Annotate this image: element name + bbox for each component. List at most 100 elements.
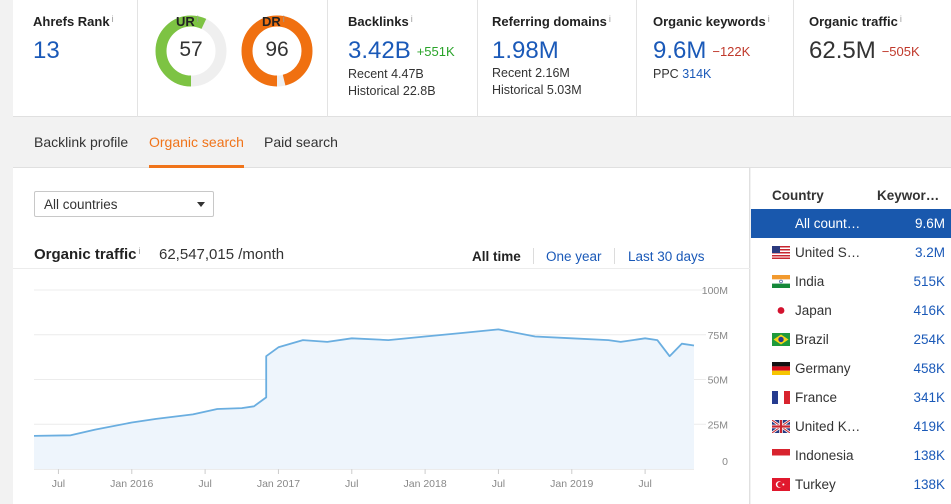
country-name: United S… — [795, 245, 861, 260]
organic-keywords-value[interactable]: 9.6M — [653, 37, 707, 64]
referring-domains-recent: Recent 2.16M — [492, 66, 570, 80]
metric-backlinks: Backlinks i 3.42B +551K Recent 4.47B Histo… — [328, 0, 478, 117]
organic-traffic-label: Organic traffic i — [809, 14, 902, 29]
country-name: Turkey — [795, 477, 836, 492]
country-keywords-value[interactable]: 515K — [913, 274, 945, 289]
country-name: Japan — [795, 303, 832, 318]
info-icon[interactable]: i — [899, 14, 902, 24]
us-flag-icon — [772, 246, 790, 259]
organic-keywords-value-row: 9.6M −122K — [653, 37, 793, 66]
country-keywords-value[interactable]: 138K — [913, 448, 945, 463]
traffic-chart[interactable]: 100M 75M 50M 25M 0 Jul Jan 2016 Jul Jan 2017 Jul J… — [13, 268, 750, 504]
country-keywords-value[interactable]: 138K — [913, 477, 945, 492]
country-keywords-value[interactable]: 458K — [913, 361, 945, 376]
country-name: France — [795, 390, 838, 405]
range-one-year[interactable]: One year — [546, 249, 602, 264]
country-select-value: All countries — [44, 197, 118, 212]
ppc-row: PPC 314K — [653, 66, 793, 83]
country-table: Country Keywor… All count… 9.6M United S… 3… — [751, 168, 951, 504]
organic-keywords-label: Organic keywords i — [653, 14, 770, 29]
country-keywords-value[interactable]: 341K — [913, 390, 945, 405]
chart-total: 62,547,015 /month — [159, 246, 285, 263]
x-tick-label: Jan 2019 — [550, 478, 593, 490]
x-tick-label: Jul — [52, 478, 65, 490]
range-divider — [533, 248, 534, 264]
y-tick-label: 0 — [722, 456, 728, 468]
country-row[interactable]: United K… 419K — [751, 412, 951, 441]
info-icon[interactable]: i — [608, 14, 611, 24]
organic-traffic-panel: All countries Organic traffic i 62,547,01… — [13, 168, 750, 504]
backlinks-value[interactable]: 3.42B — [348, 37, 411, 64]
tab-organic-search[interactable]: Organic search — [149, 134, 244, 150]
country-keywords-value[interactable]: 416K — [913, 303, 945, 318]
country-name: Brazil — [795, 332, 829, 347]
organic-traffic-delta: −505K — [881, 43, 920, 59]
metric-referring-domains: Referring domains i 1.98M Recent 2.16M Hi… — [478, 0, 637, 117]
country-name: Germany — [795, 361, 851, 376]
y-tick-label: 50M — [708, 375, 728, 387]
range-last-30-days[interactable]: Last 30 days — [628, 249, 705, 264]
organic-traffic-value-row: 62.5M −505K — [809, 37, 951, 66]
x-tick-label: Jan 2018 — [404, 478, 447, 490]
keywords-column-header[interactable]: Keywor… — [877, 188, 940, 203]
country-row[interactable]: Germany 458K — [751, 354, 951, 383]
tab-backlink-profile[interactable]: Backlink profile — [34, 134, 129, 150]
country-row[interactable]: All count… 9.6M — [751, 209, 951, 238]
info-icon[interactable]: i — [138, 246, 141, 256]
country-row[interactable]: Japan 416K — [751, 296, 951, 325]
country-row[interactable]: United S… 3.2M — [751, 238, 951, 267]
x-tick-label: Jul — [492, 478, 505, 490]
country-row[interactable]: Brazil 254K — [751, 325, 951, 354]
caret-down-icon — [197, 202, 205, 207]
country-name: Indonesia — [795, 448, 854, 463]
country-row[interactable]: Indonesia 138K — [751, 441, 951, 470]
info-icon[interactable]: i — [196, 14, 199, 24]
range-all-time[interactable]: All time — [472, 249, 521, 264]
ahrefs-rank-value[interactable]: 13 — [33, 37, 60, 64]
organic-traffic-label-text: Organic traffic — [809, 14, 898, 29]
uk-flag-icon — [771, 418, 791, 435]
organic-traffic-value: 62.5M — [809, 37, 876, 64]
backlinks-historical: Historical 22.8B — [348, 83, 436, 98]
country-select[interactable]: All countries — [34, 191, 214, 217]
referring-domains-value[interactable]: 1.98M — [492, 37, 559, 64]
country-keywords-value[interactable]: 3.2M — [914, 245, 945, 260]
ahrefs-rank-label-text: Ahrefs Rank — [33, 14, 110, 29]
country-column-header[interactable]: Country — [772, 188, 824, 203]
report-tabs: Backlink profile Organic search Paid sea… — [13, 117, 951, 168]
metric-gauges: UR i 57 DR i 96 — [138, 0, 328, 117]
organic-keywords-delta[interactable]: −122K — [712, 43, 751, 59]
metric-organic-keywords: Organic keywords i 9.6M −122K PPC 314K — [637, 0, 794, 117]
tab-paid-search[interactable]: Paid search — [264, 134, 338, 150]
ur-value: 57 — [179, 38, 203, 61]
country-name: India — [795, 274, 825, 289]
info-icon[interactable]: i — [410, 14, 413, 24]
country-row[interactable]: Turkey 138K — [751, 470, 951, 499]
india-flag-icon — [772, 275, 790, 288]
country-keywords-value[interactable]: 419K — [913, 419, 945, 434]
traffic-line[interactable] — [33, 328, 695, 437]
turkey-flag-icon — [772, 478, 790, 491]
backlinks-delta[interactable]: +551K — [416, 43, 455, 59]
ahrefs-rank-label: Ahrefs Rank i — [33, 14, 114, 29]
x-tick-label: Jul — [198, 478, 211, 490]
metrics-strip: Ahrefs Rank i 13 UR i 57 DR i 96 Backlinks i… — [13, 0, 951, 117]
country-row[interactable]: France 341K — [751, 383, 951, 412]
ppc-value[interactable]: 314K — [682, 66, 712, 81]
country-row[interactable]: India 515K — [751, 267, 951, 296]
country-keywords-value[interactable]: 9.6M — [914, 216, 945, 231]
japan-flag-icon — [772, 304, 790, 317]
traffic-area — [34, 329, 694, 469]
country-keywords-value[interactable]: 254K — [913, 332, 945, 347]
chart-title: Organic traffic i — [34, 246, 141, 263]
info-icon[interactable]: i — [282, 14, 285, 24]
backlinks-label: Backlinks i — [348, 14, 413, 29]
ur-label-text: UR — [176, 14, 195, 29]
metric-organic-traffic: Organic traffic i 62.5M −505K — [794, 0, 951, 117]
info-icon[interactable]: i — [767, 14, 770, 24]
range-divider — [614, 248, 615, 264]
france-flag-icon — [772, 391, 790, 404]
referring-domains-label-text: Referring domains — [492, 14, 607, 29]
info-icon[interactable]: i — [111, 14, 114, 24]
x-tick-label: Jan 2016 — [110, 478, 153, 490]
